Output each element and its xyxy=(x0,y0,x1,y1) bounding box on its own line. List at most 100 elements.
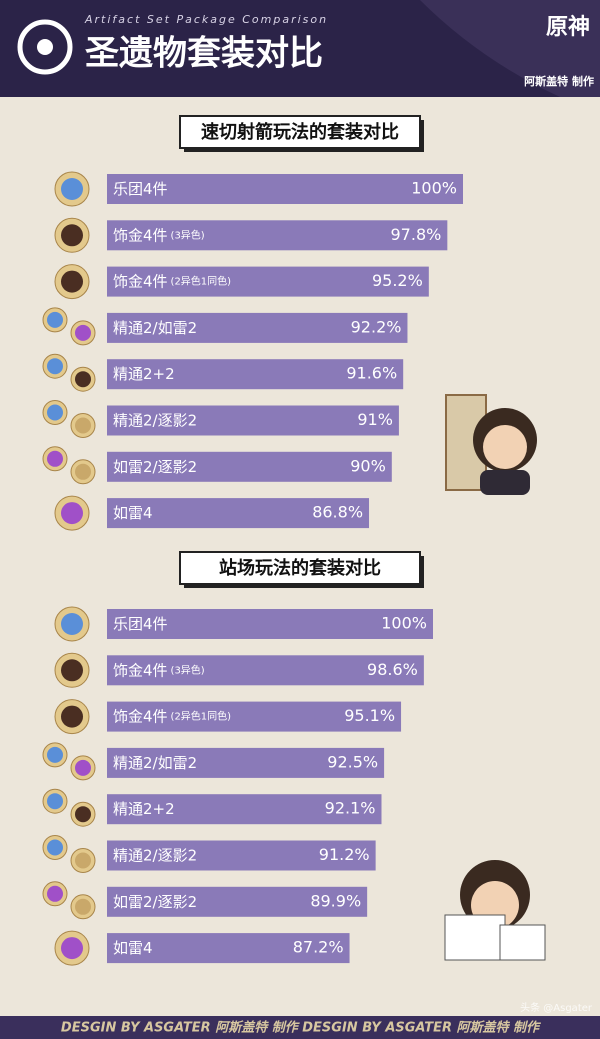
bar xyxy=(107,794,382,825)
category-name: 如雷4 xyxy=(113,504,153,522)
value-label: 90% xyxy=(350,456,386,475)
artifact-icon xyxy=(75,371,91,388)
bar xyxy=(107,840,376,871)
value-label: 95.1% xyxy=(344,706,395,725)
category-name: 精通2/如雷2 xyxy=(113,318,197,336)
bar xyxy=(107,609,433,639)
value-label: 91.2% xyxy=(319,845,370,864)
artifact-icon xyxy=(61,502,83,525)
category-label: 精通2+2 xyxy=(113,365,175,383)
category-label: 精通2+2 xyxy=(113,800,175,818)
logo: 原神 xyxy=(546,14,590,40)
bar xyxy=(107,933,350,964)
category-label: 乐团4件 xyxy=(113,615,168,633)
artifact-icon xyxy=(47,358,63,375)
bar xyxy=(107,312,408,343)
category-name: 乐团4件 xyxy=(113,615,168,633)
value-label: 91% xyxy=(357,410,393,429)
section-title-box xyxy=(179,551,421,585)
bar xyxy=(107,405,399,436)
artifact-icon xyxy=(47,404,63,421)
artifact-icon xyxy=(47,839,63,856)
category-name: 精通2+2 xyxy=(113,800,175,818)
category-label: 如雷2/逐影2 xyxy=(113,892,197,910)
value-label: 97.8% xyxy=(391,225,442,244)
value-label: 92.2% xyxy=(351,317,402,336)
category-name: 精通2/逐影2 xyxy=(113,411,197,429)
category-label: 如雷2/逐影2 xyxy=(113,457,197,475)
bar xyxy=(107,451,392,482)
character-1 xyxy=(445,394,537,495)
artifact-icon xyxy=(75,898,91,915)
artifact-icon xyxy=(61,705,83,728)
artifact-icon xyxy=(47,746,63,763)
category-name: 如雷2/逐影2 xyxy=(113,892,197,910)
header-credit: 阿斯盖特 制作 xyxy=(524,74,594,88)
category-label: 如雷4 xyxy=(113,939,153,957)
footer-band xyxy=(0,1016,600,1039)
artifact-icon xyxy=(47,793,63,810)
category-label: 精通2/逐影2 xyxy=(113,411,197,429)
artifact-icon xyxy=(75,324,91,341)
artifact-icon xyxy=(47,450,63,467)
category-label: 精通2/如雷2 xyxy=(113,318,197,336)
artifact-icon xyxy=(75,806,91,823)
category-name: 饰金4件 xyxy=(113,707,168,725)
category-name: 精通2/逐影2 xyxy=(113,846,197,864)
bar xyxy=(107,747,385,778)
artifact-icon xyxy=(61,613,83,635)
artifact-icon xyxy=(61,224,83,247)
category-name: 乐团4件 xyxy=(113,180,168,198)
category-name: 饰金4件 xyxy=(113,661,168,679)
section-title: 速切射箭玩法的套装对比 xyxy=(201,121,399,143)
element-icon xyxy=(17,19,73,75)
value-label: 92.5% xyxy=(327,752,378,771)
category-note: (3异色) xyxy=(171,228,205,241)
artifact-icon xyxy=(61,659,83,682)
category-label: 饰金4件 (2异色1同色) xyxy=(113,707,231,725)
artifact-icon xyxy=(47,311,63,328)
bar xyxy=(107,174,463,204)
bar xyxy=(107,359,404,390)
bar xyxy=(107,886,368,917)
section-title-box xyxy=(179,115,421,149)
category-name: 如雷2/逐影2 xyxy=(113,457,197,475)
category-name: 如雷4 xyxy=(113,939,153,957)
category-note: (2异色1同色) xyxy=(171,710,232,723)
value-label: 98.6% xyxy=(367,660,418,679)
artifact-icon xyxy=(61,270,83,293)
character-2 xyxy=(444,860,546,961)
bar xyxy=(107,655,424,686)
footer-text: DESGIN BY ASGATER 阿斯盖特 制作 DESGIN BY ASGA… xyxy=(61,1020,542,1036)
value-label: 86.8% xyxy=(312,503,363,522)
header-title: 圣遗物套装对比 xyxy=(85,34,323,74)
value-label: 91.6% xyxy=(346,364,397,383)
value-label: 87.2% xyxy=(293,938,344,957)
element-icon-core xyxy=(37,39,53,55)
value-label: 100% xyxy=(381,614,427,633)
artifact-icon xyxy=(47,885,63,902)
category-note: (3异色) xyxy=(171,663,205,676)
bar xyxy=(107,266,429,297)
category-label: 如雷4 xyxy=(113,504,153,522)
value-label: 92.1% xyxy=(325,799,376,818)
category-name: 精通2+2 xyxy=(113,365,175,383)
category-name: 精通2/如雷2 xyxy=(113,753,197,771)
value-label: 95.2% xyxy=(372,271,423,290)
bar xyxy=(107,701,402,732)
artifact-icon xyxy=(75,852,91,869)
section-title: 站场玩法的套装对比 xyxy=(219,557,381,579)
category-name: 饰金4件 xyxy=(113,226,168,244)
artifact-icon xyxy=(61,178,83,200)
artifact-icon xyxy=(61,937,83,960)
category-label: 精通2/如雷2 xyxy=(113,753,197,771)
bar xyxy=(107,498,370,529)
category-name: 饰金4件 xyxy=(113,272,168,290)
bar xyxy=(107,220,448,251)
category-label: 乐团4件 xyxy=(113,180,168,198)
category-note: (2异色1同色) xyxy=(171,275,232,288)
category-label: 饰金4件 (3异色) xyxy=(113,226,205,244)
artifact-icon xyxy=(75,759,91,776)
value-label: 89.9% xyxy=(310,891,361,910)
